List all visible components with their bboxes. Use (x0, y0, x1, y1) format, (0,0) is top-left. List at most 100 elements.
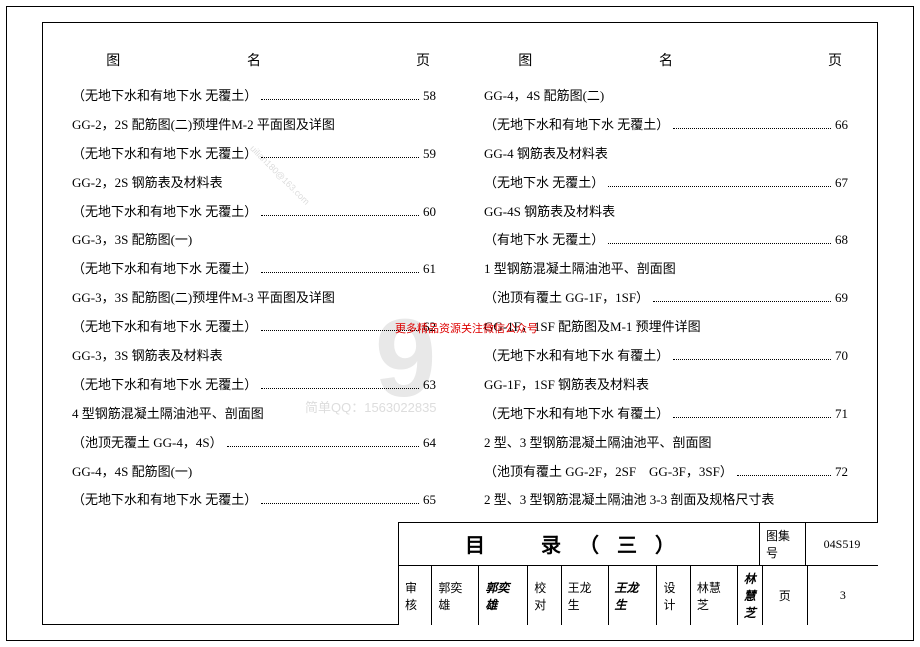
toc-label: （池顶有覆土 GG-2F，2SF GG-3F，3SF） (484, 464, 733, 481)
toc-page-number: 69 (835, 290, 848, 307)
toc-row: GG-3，3S 配筋图(一) (68, 226, 440, 255)
column-header-left: 图 名 页 (68, 50, 440, 82)
toc-label: （有地下水 无覆土） (484, 232, 604, 249)
toc-leader-dots (737, 475, 831, 476)
toc-leader-dots (673, 359, 831, 360)
header-ye: 页 (360, 50, 430, 70)
sheji-name: 林慧芝 (691, 566, 738, 625)
toc-row: GG-4，4S 配筋图(二) (480, 82, 852, 111)
toc-content: 图 名 页 （无地下水和有地下水 无覆土） 58 GG-2，2S 配筋图(二)预埋件… (68, 50, 852, 547)
toc-label: （池顶有覆土 GG-1F，1SF） (484, 290, 649, 307)
toc-page-number: 72 (835, 464, 848, 481)
toc-label: GG-4，4S 配筋图(一) (72, 464, 192, 481)
sheji-label: 设计 (657, 566, 690, 625)
toc-page-number: 61 (423, 261, 436, 278)
toc-leader-dots (608, 243, 831, 244)
toc-leader-dots (261, 157, 419, 158)
toc-label: （无地下水和有地下水 无覆土） (72, 492, 257, 509)
toc-row: GG-4 钢筋表及材料表 (480, 140, 852, 169)
toc-label: 1 型钢筋混凝土隔油池平、剖面图 (484, 261, 676, 278)
toc-page-number: 58 (423, 88, 436, 105)
toc-row: （无地下水和有地下水 无覆土） 61 (68, 255, 440, 284)
toc-leader-dots (653, 301, 831, 302)
shenhe-signature: 郭奕雄 (479, 566, 528, 625)
toc-leader-dots (673, 417, 831, 418)
toc-row: （池顶无覆土 GG-4，4S） 64 (68, 429, 440, 458)
shenhe-name: 郭奕雄 (432, 566, 479, 625)
shenhe-label: 审核 (399, 566, 432, 625)
jiaodui-signature: 王龙生 (609, 566, 658, 625)
header-ye: 页 (772, 50, 842, 70)
toc-page-number: 59 (423, 146, 436, 163)
toc-label: 4 型钢筋混凝土隔油池平、剖面图 (72, 406, 264, 423)
toc-label: GG-2，2S 钢筋表及材料表 (72, 175, 223, 192)
toc-label: （无地下水和有地下水 无覆土） (484, 117, 669, 134)
toc-leader-dots (261, 503, 419, 504)
toc-label: （无地下水和有地下水 有覆土） (484, 348, 669, 365)
toc-label: GG-3，3S 配筋图(二)预埋件M-3 平面图及详图 (72, 290, 335, 307)
toc-leader-dots (261, 99, 419, 100)
toc-leader-dots (227, 446, 419, 447)
toc-row: （无地下水和有地下水 有覆土） 70 (480, 342, 852, 371)
title-block: 目 录（三） 图集号 04S519 审核 郭奕雄 郭奕雄 校对 王龙生 王龙生 … (398, 522, 878, 625)
jiaodui-label: 校对 (528, 566, 561, 625)
ye-value: 3 (808, 566, 878, 625)
column-header-right: 图 名 页 (480, 50, 852, 82)
doc-title: 目 录（三） (399, 523, 760, 565)
toc-row: GG-2，2S 钢筋表及材料表 (68, 169, 440, 198)
toc-label: （无地下水和有地下水 无覆土） (72, 261, 257, 278)
toc-leader-dots (673, 128, 831, 129)
toc-page-number: 63 (423, 377, 436, 394)
toc-row: （无地下水和有地下水 无覆土） 58 (68, 82, 440, 111)
toc-label: GG-3，3S 钢筋表及材料表 (72, 348, 223, 365)
toc-leader-dots (261, 272, 419, 273)
right-column: 图 名 页 GG-4，4S 配筋图(二)（无地下水和有地下水 无覆土）66GG-… (480, 50, 852, 547)
toc-label: 2 型、3 型钢筋混凝土隔油池平、剖面图 (484, 435, 712, 452)
header-ming: 名 (184, 50, 325, 70)
toc-row: GG-1F，1SF 钢筋表及材料表 (480, 371, 852, 400)
toc-page-number: 70 (835, 348, 848, 365)
tuji-label: 图集号 (760, 523, 806, 565)
toc-label: （无地下水和有地下水 无覆土） (72, 204, 257, 221)
toc-label: GG-3，3S 配筋图(一) (72, 232, 192, 249)
toc-row: （无地下水和有地下水 无覆土） 65 (68, 486, 440, 515)
left-column: 图 名 页 （无地下水和有地下水 无覆土） 58 GG-2，2S 配筋图(二)预埋件… (68, 50, 440, 547)
toc-label: （无地下水和有地下水 无覆土） (72, 88, 257, 105)
toc-label: （无地下水 无覆土） (484, 175, 604, 192)
toc-label: GG-1F，1SF 钢筋表及材料表 (484, 377, 649, 394)
toc-label: （无地下水和有地下水 无覆土） (72, 146, 257, 163)
ye-label: 页 (763, 566, 808, 625)
toc-page-number: 64 (423, 435, 436, 452)
toc-row: （无地下水和有地下水 无覆土） 60 (68, 198, 440, 227)
header-ming: 名 (596, 50, 737, 70)
toc-label: （无地下水和有地下水 无覆土） (72, 377, 257, 394)
toc-leader-dots (261, 388, 419, 389)
toc-page-number: 60 (423, 204, 436, 221)
toc-label: GG-4，4S 配筋图(二) (484, 88, 604, 105)
toc-row: 4 型钢筋混凝土隔油池平、剖面图 (68, 400, 440, 429)
toc-row: （无地下水和有地下水 无覆土）66 (480, 111, 852, 140)
header-tu: 图 (78, 50, 148, 70)
header-tu: 图 (490, 50, 560, 70)
toc-row: GG-3，3S 钢筋表及材料表 (68, 342, 440, 371)
toc-row: （无地下水 无覆土）67 (480, 169, 852, 198)
toc-row: （无地下水和有地下水 有覆土） 71 (480, 400, 852, 429)
toc-row: GG-4S 钢筋表及材料表 (480, 198, 852, 227)
toc-row: GG-4，4S 配筋图(一) (68, 458, 440, 487)
toc-page-number: 65 (423, 492, 436, 509)
toc-row: （无地下水和有地下水 无覆土） 63 (68, 371, 440, 400)
watermark-red-text: 更多精品资源关注微信公众号 (395, 320, 538, 336)
toc-leader-dots (261, 215, 419, 216)
toc-row: 2 型、3 型钢筋混凝土隔油池平、剖面图 (480, 429, 852, 458)
toc-label: GG-2，2S 配筋图(二)预埋件M-2 平面图及详图 (72, 117, 335, 134)
toc-page-number: 68 (835, 232, 848, 249)
toc-page-number: 71 (835, 406, 848, 423)
jiaodui-name: 王龙生 (562, 566, 609, 625)
toc-row: （池顶有覆土 GG-1F，1SF） 69 (480, 284, 852, 313)
toc-label: GG-4S 钢筋表及材料表 (484, 204, 615, 221)
toc-label: （池顶无覆土 GG-4，4S） (72, 435, 223, 452)
toc-row: （有地下水 无覆土） 68 (480, 226, 852, 255)
toc-label: （无地下水和有地下水 无覆土） (72, 319, 257, 336)
toc-label: 2 型、3 型钢筋混凝土隔油池 3-3 剖面及规格尺寸表 (484, 492, 774, 509)
toc-label: （无地下水和有地下水 有覆土） (484, 406, 669, 423)
